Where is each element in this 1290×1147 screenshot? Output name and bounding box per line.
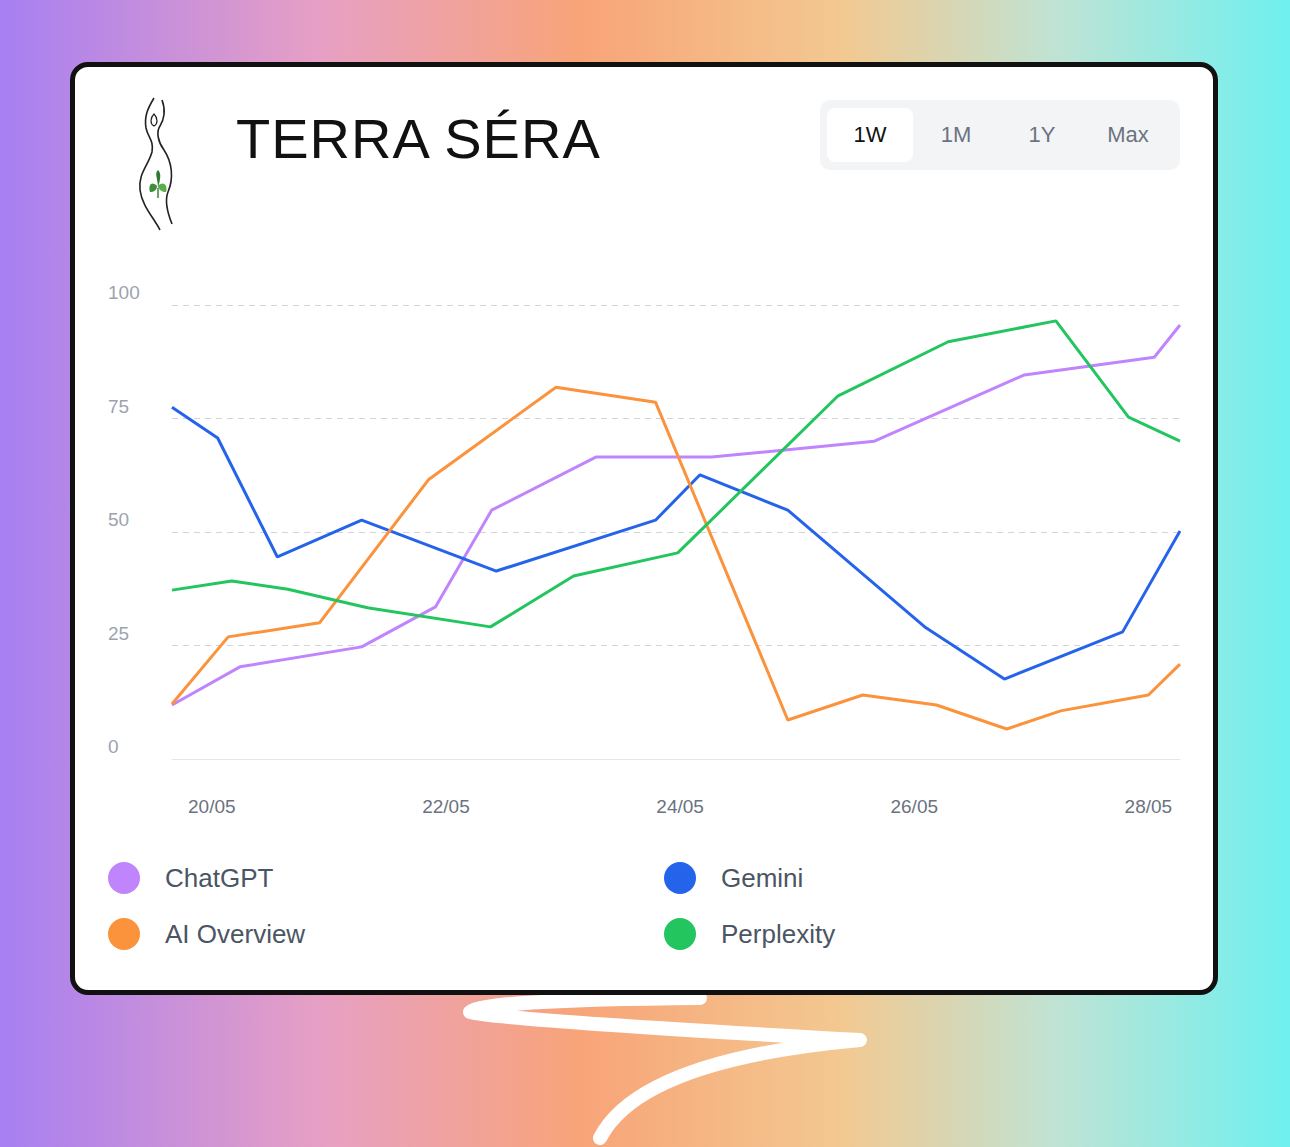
- html-text:Gemini: Gemini: [721, 862, 804, 893]
- svg-text:100: 100: [108, 282, 140, 303]
- svg-text:20/05: 20/05: [188, 796, 236, 817]
- svg-text:24/05: 24/05: [656, 796, 704, 817]
- html-text:Perplexity: Perplexity: [721, 918, 836, 949]
- html-text:TERRA SÉRA: TERRA SÉRA: [236, 107, 601, 170]
- html-text:AI Overview: AI Overview: [165, 918, 306, 949]
- html-text:Max: Max: [1107, 122, 1149, 147]
- html-text:1M: 1M: [940, 122, 972, 147]
- svg-text:75: 75: [108, 396, 129, 417]
- svg-text:25: 25: [108, 623, 129, 644]
- html-text:1W: 1W: [853, 122, 887, 147]
- html-text:1Y: 1Y: [1028, 122, 1056, 147]
- svg-text:26/05: 26/05: [890, 796, 938, 817]
- svg-text:50: 50: [108, 509, 129, 530]
- svg-text:22/05: 22/05: [422, 796, 470, 817]
- svg-text:28/05: 28/05: [1125, 796, 1173, 817]
- html-text:ChatGPT: ChatGPT: [165, 862, 274, 893]
- svg-text:0: 0: [108, 736, 119, 757]
